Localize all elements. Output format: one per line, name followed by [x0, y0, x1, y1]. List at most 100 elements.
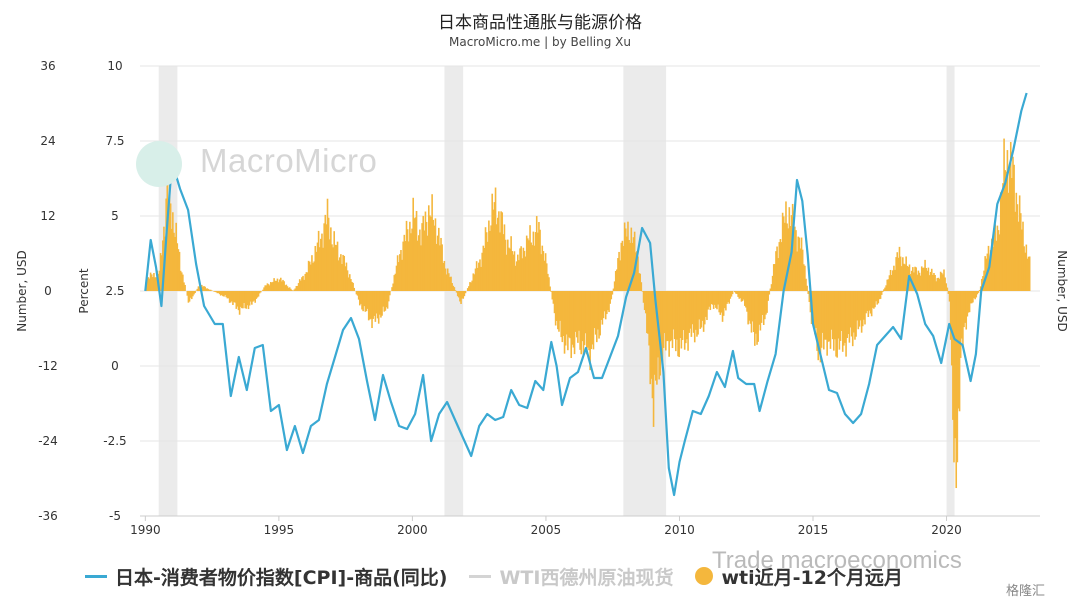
spread-bar: [870, 291, 873, 317]
x-tick-label: 2010: [664, 523, 695, 537]
spread-bar: [759, 291, 762, 331]
spread-bar: [320, 238, 322, 291]
spread-bar: [807, 291, 810, 294]
y-tick-inner: -5: [109, 509, 121, 523]
spread-bar: [588, 291, 590, 351]
spread-bar: [618, 251, 620, 291]
spread-bar: [839, 291, 842, 341]
spread-bar: [616, 269, 618, 291]
spread-bar: [788, 207, 791, 291]
spread-bar: [456, 291, 459, 297]
spread-bar: [578, 291, 580, 331]
spread-bar: [869, 291, 872, 314]
spread-bar: [197, 286, 200, 291]
spread-bar: [924, 259, 926, 291]
spread-bar: [1021, 229, 1023, 291]
spread-bar: [290, 288, 292, 291]
spread-bar: [823, 291, 825, 350]
spread-bar: [926, 270, 929, 291]
spread-bar: [629, 242, 631, 291]
spread-bar: [1016, 204, 1019, 291]
spread-bar: [538, 222, 540, 291]
spread-bar: [523, 250, 526, 291]
spread-bar: [342, 254, 344, 291]
spread-bar: [871, 291, 874, 308]
spread-bar: [1004, 170, 1006, 291]
spread-bar: [892, 270, 894, 291]
spread-bar: [148, 278, 151, 291]
spread-bar: [627, 221, 629, 291]
spread-bar: [965, 291, 968, 330]
legend-item-wti[interactable]: WTI西德州原油现货: [469, 563, 673, 590]
spread-bar: [893, 265, 895, 291]
spread-bar: [373, 291, 376, 316]
spread-bar: [876, 291, 879, 305]
spread-bar: [1015, 192, 1018, 291]
spread-bar: [1025, 244, 1028, 291]
spread-bar: [699, 291, 702, 329]
spread-bar: [286, 286, 289, 291]
spread-bar: [811, 291, 814, 317]
spread-bar: [902, 257, 904, 291]
spread-bar: [897, 257, 900, 291]
spread-bar: [549, 286, 551, 291]
spread-bar: [835, 291, 837, 357]
spread-bar: [587, 291, 589, 348]
spread-bar: [249, 291, 252, 302]
y-tick-inner: 10: [107, 59, 122, 73]
spread-bar: [857, 291, 860, 330]
spread-bar: [246, 291, 249, 306]
y-axis-title-outer: Number, USD: [15, 250, 29, 331]
spread-bar: [415, 210, 418, 291]
spread-bar: [543, 260, 546, 291]
spread-bar: [988, 259, 991, 291]
spread-bar: [744, 291, 746, 306]
spread-bar: [170, 228, 173, 291]
spread-bar: [762, 291, 765, 325]
spread-bar: [978, 289, 981, 291]
spread-bar: [693, 291, 696, 343]
spread-bar: [996, 225, 999, 291]
spread-bar: [206, 288, 209, 291]
spread-bar: [792, 231, 795, 291]
spread-bar: [1013, 164, 1015, 291]
spread-bar: [399, 254, 401, 291]
spread-bar: [669, 291, 672, 342]
spread-bar: [146, 278, 149, 291]
spread-bar: [855, 291, 857, 337]
spread-bar: [999, 192, 1002, 291]
spread-bar: [771, 275, 774, 291]
spread-bar: [1024, 252, 1027, 291]
spread-bar: [994, 224, 996, 291]
spread-bar: [796, 251, 798, 291]
spread-bar: [216, 291, 219, 294]
spread-bar: [579, 291, 581, 350]
spread-bar: [628, 239, 630, 291]
legend-item-cpi[interactable]: 日本-消费者物价指数[CPI]-商品(同比): [85, 563, 447, 590]
spread-bar: [537, 232, 539, 291]
spread-bar: [189, 291, 192, 298]
spread-bar: [884, 287, 886, 291]
spread-bar: [317, 230, 320, 291]
spread-bar: [331, 244, 333, 291]
spread-bar: [162, 240, 164, 291]
spread-bar: [434, 218, 437, 291]
spread-bar: [656, 291, 658, 385]
spread-bar: [241, 291, 243, 309]
spread-bar: [774, 264, 776, 291]
spread-bar: [690, 291, 693, 337]
spread-bar: [228, 291, 231, 303]
spread-bar: [768, 291, 771, 295]
spread-bar: [671, 291, 674, 349]
spread-bar: [430, 216, 432, 291]
spread-bar: [995, 240, 998, 291]
spread-bar: [880, 291, 883, 295]
spread-bar: [364, 291, 367, 312]
legend-item-wti-spread[interactable]: wti近月-12个月远月: [695, 563, 903, 590]
spread-bar: [301, 277, 303, 291]
spread-bar: [348, 274, 351, 291]
spread-bar: [262, 289, 264, 291]
spread-bar: [160, 255, 163, 291]
spread-bar: [187, 291, 190, 303]
spread-bar: [553, 291, 556, 314]
